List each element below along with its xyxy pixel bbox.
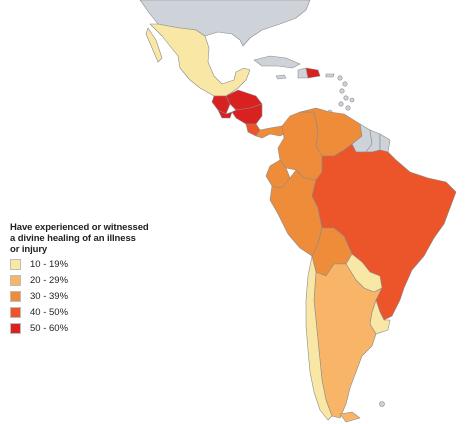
legend-swatch (10, 259, 21, 270)
region-chile (305, 255, 333, 421)
legend-label: 40 - 50% (30, 307, 69, 318)
legend-item: 40 - 50% (10, 306, 180, 319)
legend-title-line: Have experienced or witnessed (10, 222, 149, 233)
region-jamaica (275, 74, 287, 80)
region-puerto-rico (325, 73, 335, 78)
legend-label: 10 - 19% (30, 259, 69, 270)
region-mexico (145, 23, 251, 97)
legend-item: 10 - 19% (10, 258, 180, 271)
legend-swatch (10, 307, 21, 318)
legend-item: 50 - 60% (10, 322, 180, 335)
legend-swatch (10, 323, 21, 334)
region-cuba (253, 55, 301, 69)
legend-label: 30 - 39% (30, 291, 69, 302)
region-el-salvador (217, 109, 233, 119)
legend-label: 50 - 60% (30, 323, 69, 334)
legend-swatch (10, 275, 21, 286)
region-nicaragua (231, 103, 263, 125)
legend-title-line: or injury (10, 244, 48, 255)
legend: Have experienced or witnessed a divine h… (10, 222, 180, 335)
legend-swatch (10, 291, 21, 302)
legend-title-line: a divine healing of an illness (10, 233, 136, 244)
region-french-guiana (379, 133, 391, 153)
region-falklands (379, 401, 385, 407)
legend-item: 30 - 39% (10, 290, 180, 303)
region-tierra-del-fuego (339, 411, 361, 423)
legend-title: Have experienced or witnessed a divine h… (10, 222, 180, 255)
legend-item: 20 - 29% (10, 274, 180, 287)
legend-label: 20 - 29% (30, 275, 69, 286)
region-dominican-republic (305, 67, 321, 79)
